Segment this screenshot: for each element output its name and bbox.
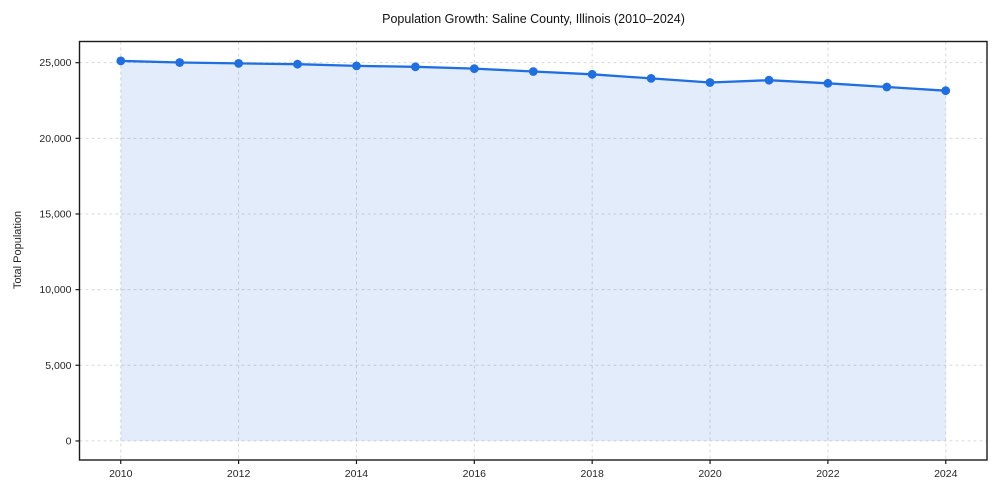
data-point[interactable]	[116, 56, 126, 66]
data-point[interactable]	[234, 59, 244, 68]
chart-title: Population Growth: Saline County, Illino…	[382, 12, 685, 26]
data-point[interactable]	[705, 78, 715, 87]
data-point[interactable]	[941, 86, 951, 96]
x-tick-label: 2020	[698, 468, 722, 480]
series-area-fill	[120, 60, 946, 441]
y-tick-label: 10,000	[39, 284, 71, 296]
data-point[interactable]	[882, 82, 892, 92]
plot-border	[78, 40, 988, 461]
data-point[interactable]	[469, 64, 479, 73]
y-tick-label: 15,000	[39, 208, 71, 220]
x-tick-label: 2022	[816, 468, 840, 480]
y-tick-label: 5,000	[45, 360, 71, 372]
data-point[interactable]	[411, 62, 420, 72]
data-point[interactable]	[352, 61, 361, 71]
y-tick-label: 25,000	[39, 57, 71, 69]
data-point[interactable]	[175, 58, 185, 67]
data-point[interactable]	[587, 69, 597, 79]
data-point[interactable]	[528, 67, 538, 76]
x-tick-label: 2024	[934, 468, 958, 480]
data-point[interactable]	[293, 59, 302, 69]
y-tick-label: 0	[66, 435, 72, 447]
x-tick-label: 2010	[109, 468, 133, 480]
y-tick-label: 20,000	[39, 133, 71, 145]
data-point[interactable]	[764, 75, 774, 85]
x-tick-label: 2018	[580, 468, 604, 480]
data-point[interactable]	[646, 74, 656, 83]
x-tick-label: 2016	[463, 468, 487, 480]
x-tick-label: 2012	[227, 468, 251, 480]
data-point[interactable]	[823, 78, 833, 88]
x-tick-label: 2014	[345, 468, 369, 480]
